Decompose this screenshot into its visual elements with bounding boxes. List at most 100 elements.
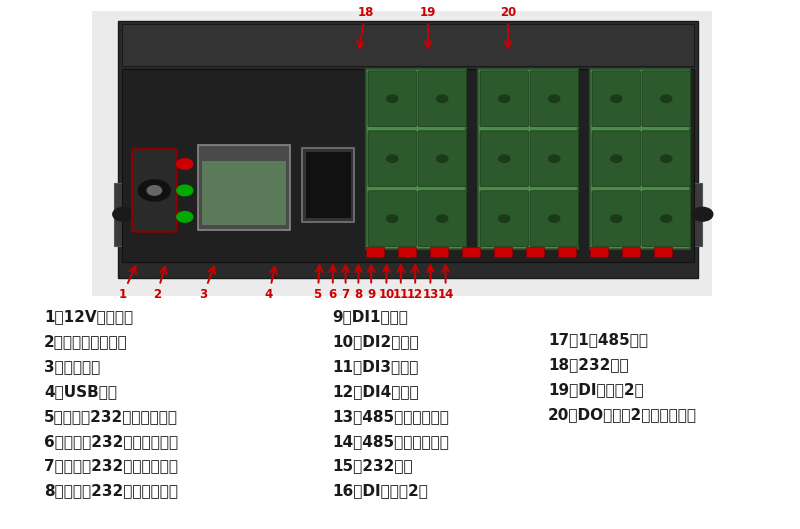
Text: 6、第一路232的接收指示灯: 6、第一路232的接收指示灯 [44, 434, 178, 449]
FancyBboxPatch shape [592, 71, 640, 126]
Circle shape [661, 95, 672, 103]
Bar [302, 148, 354, 222]
Circle shape [661, 155, 672, 162]
Circle shape [437, 215, 448, 222]
FancyBboxPatch shape [480, 71, 528, 126]
Bar [122, 24, 694, 66]
Text: 8、第二路232的接收指示灯: 8、第二路232的接收指示灯 [44, 484, 178, 498]
Text: 13、485的发送指示灯: 13、485的发送指示灯 [332, 409, 449, 424]
Circle shape [549, 155, 560, 162]
Bar [366, 69, 466, 249]
Circle shape [437, 155, 448, 162]
Circle shape [610, 215, 622, 222]
Text: 17、1路485接口: 17、1路485接口 [548, 332, 648, 347]
Text: 19、DI接口、2路: 19、DI接口、2路 [548, 382, 644, 397]
Bar [558, 247, 576, 257]
Text: 4、USB接口: 4、USB接口 [44, 384, 117, 399]
Circle shape [138, 180, 170, 201]
Text: 5、第一路232的发送指示灯: 5、第一路232的发送指示灯 [44, 409, 178, 424]
Bar [590, 69, 690, 249]
Text: 1: 1 [118, 266, 136, 302]
FancyBboxPatch shape [592, 131, 640, 187]
Bar [494, 247, 512, 257]
Circle shape [610, 95, 622, 103]
Text: 15、232接口: 15、232接口 [332, 459, 413, 473]
Text: 7、第二路232的发送指示灯: 7、第二路232的发送指示灯 [44, 459, 178, 473]
FancyBboxPatch shape [530, 131, 578, 187]
FancyBboxPatch shape [642, 191, 690, 247]
Circle shape [610, 155, 622, 162]
Text: 18、232接口: 18、232接口 [548, 357, 629, 372]
Circle shape [661, 215, 672, 222]
Circle shape [437, 95, 448, 103]
Text: 7: 7 [342, 265, 350, 302]
Text: 3: 3 [199, 267, 215, 302]
FancyBboxPatch shape [480, 131, 528, 187]
Text: 12: 12 [407, 265, 423, 302]
Text: 16、DI接口、2路: 16、DI接口、2路 [332, 484, 428, 498]
Bar [654, 247, 672, 257]
FancyBboxPatch shape [368, 191, 416, 247]
Circle shape [177, 159, 193, 169]
Bar [622, 247, 640, 257]
Text: 2、系统状态指示灯: 2、系统状态指示灯 [44, 334, 128, 349]
Text: 19: 19 [420, 5, 436, 48]
Text: 3、网络接口: 3、网络接口 [44, 359, 100, 374]
Text: 10、DI2指示灯: 10、DI2指示灯 [332, 334, 418, 349]
FancyBboxPatch shape [418, 131, 466, 187]
Circle shape [549, 215, 560, 222]
FancyBboxPatch shape [418, 71, 466, 126]
Circle shape [386, 95, 398, 103]
FancyBboxPatch shape [368, 71, 416, 126]
Text: 2: 2 [153, 267, 166, 302]
Bar [114, 183, 134, 246]
Bar [202, 161, 286, 225]
Circle shape [177, 185, 193, 196]
Bar [430, 247, 448, 257]
Bar [590, 247, 608, 257]
Bar [306, 152, 351, 218]
FancyBboxPatch shape [592, 191, 640, 247]
Bar [198, 145, 290, 230]
FancyBboxPatch shape [368, 131, 416, 187]
FancyBboxPatch shape [530, 191, 578, 247]
FancyBboxPatch shape [642, 71, 690, 126]
Bar [682, 183, 702, 246]
Circle shape [498, 215, 510, 222]
Circle shape [549, 95, 560, 103]
Circle shape [147, 186, 162, 195]
FancyBboxPatch shape [480, 191, 528, 247]
Text: 11、DI3指示灯: 11、DI3指示灯 [332, 359, 418, 374]
Text: 8: 8 [354, 265, 362, 302]
Bar [398, 247, 416, 257]
Bar [118, 21, 698, 278]
Text: 9: 9 [367, 265, 375, 302]
Circle shape [177, 212, 193, 222]
Circle shape [692, 207, 713, 221]
Text: 14、485的接收指示灯: 14、485的接收指示灯 [332, 434, 449, 449]
Circle shape [386, 215, 398, 222]
Circle shape [498, 95, 510, 103]
Text: 1、12V电源接口: 1、12V电源接口 [44, 309, 133, 324]
Text: 10: 10 [378, 265, 394, 302]
FancyBboxPatch shape [530, 71, 578, 126]
Text: 20、DO接口、2路（干接点）: 20、DO接口、2路（干接点） [548, 407, 697, 422]
FancyBboxPatch shape [642, 131, 690, 187]
Text: 6: 6 [329, 265, 337, 302]
Text: 11: 11 [393, 265, 409, 302]
Circle shape [113, 207, 134, 221]
Circle shape [498, 155, 510, 162]
Bar [366, 247, 384, 257]
Text: 20: 20 [500, 5, 516, 48]
Text: 12、DI4指示灯: 12、DI4指示灯 [332, 384, 418, 399]
Bar [92, 11, 712, 296]
FancyBboxPatch shape [132, 149, 177, 232]
Text: 18: 18 [357, 5, 374, 48]
Bar [122, 69, 694, 262]
Text: 14: 14 [438, 265, 454, 302]
Bar [526, 247, 544, 257]
Bar [478, 69, 578, 249]
Circle shape [386, 155, 398, 162]
Bar [462, 247, 480, 257]
Text: 5: 5 [314, 265, 322, 302]
